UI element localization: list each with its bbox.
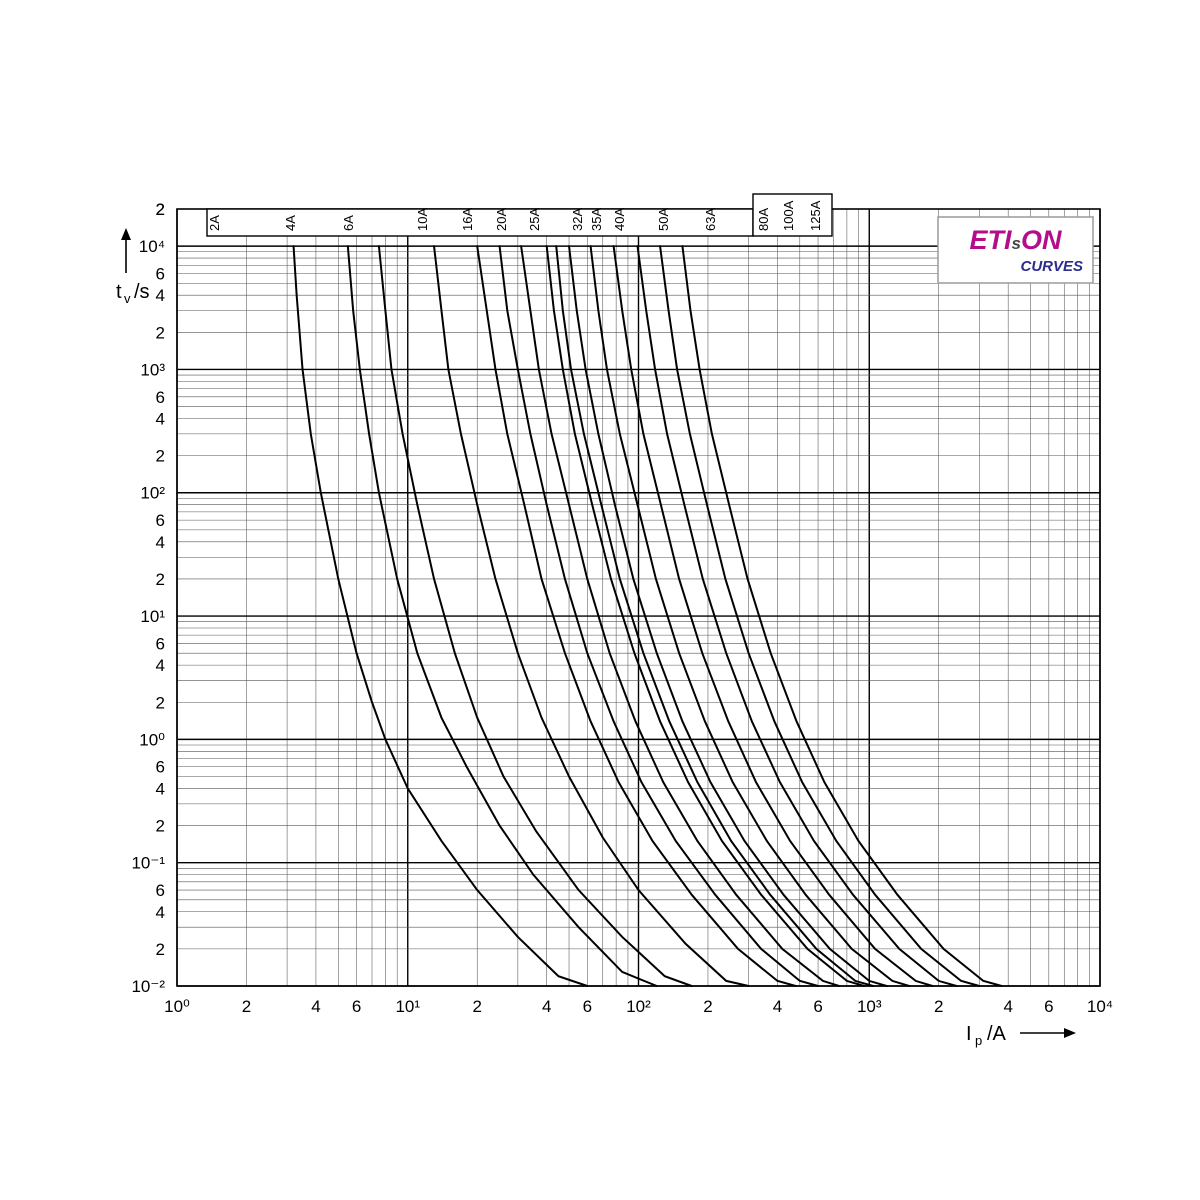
y-minor-label: 4 <box>156 779 165 798</box>
y-axis-label-unit: /s <box>134 281 150 303</box>
x-axis-label-unit: /A <box>987 1023 1007 1045</box>
curve-label-32A: 32A <box>570 208 585 231</box>
curve-label-100A: 100A <box>781 200 796 231</box>
y-minor-label: 4 <box>156 533 165 552</box>
x-minor-label: 6 <box>813 997 822 1016</box>
x-minor-label: 2 <box>242 997 251 1016</box>
x-tick-label: 10¹ <box>395 997 420 1016</box>
y-tick-label: 10⁻² <box>131 977 165 996</box>
curve-label-35A: 35A <box>589 208 604 231</box>
y-minor-label: 4 <box>156 656 165 675</box>
y-tick-label: 10⁻¹ <box>131 854 165 873</box>
x-axis-label-sub: p <box>975 1033 982 1048</box>
curve-label-20A: 20A <box>494 208 509 231</box>
y-minor-label: 2 <box>156 570 165 589</box>
y-minor-label: 2 <box>156 817 165 836</box>
y-minor-label: 6 <box>156 881 165 900</box>
y-tick-label: 10² <box>140 484 165 503</box>
time-current-chart: 10⁻² 10⁻¹ 10⁰ 10¹ 10² 10³ 10⁴ 2 4 6 2 4 6 2 4 6 2 4 6 2 4 6 2 4… <box>0 0 1200 1200</box>
x-tick-label: 10⁴ <box>1087 997 1113 1016</box>
y-tick-label: 10¹ <box>140 607 165 626</box>
canvas-bg <box>0 0 1200 1200</box>
curve-label-4A: 4A <box>283 215 298 231</box>
x-minor-label: 2 <box>934 997 943 1016</box>
y-minor-label: 6 <box>156 758 165 777</box>
curve-label-63A: 63A <box>703 208 718 231</box>
curve-label-80A: 80A <box>756 208 771 231</box>
x-minor-label: 6 <box>583 997 592 1016</box>
x-tick-label: 10² <box>626 997 651 1016</box>
x-minor-label: 2 <box>703 997 712 1016</box>
y-minor-label: 4 <box>156 410 165 429</box>
curve-label-125A: 125A <box>808 200 823 231</box>
y-minor-label: 6 <box>156 511 165 530</box>
x-tick-label: 10³ <box>857 997 882 1016</box>
x-minor-label: 2 <box>472 997 481 1016</box>
x-minor-label: 6 <box>352 997 361 1016</box>
y-tick-label: 10⁰ <box>139 730 165 749</box>
curve-label-25A: 25A <box>527 208 542 231</box>
x-minor-label: 4 <box>773 997 782 1016</box>
curve-label-2A: 2A <box>207 215 222 231</box>
curve-label-10A: 10A <box>415 208 430 231</box>
y-minor-label: 2 <box>156 693 165 712</box>
curve-label-16A: 16A <box>460 208 475 231</box>
curve-label-40A: 40A <box>612 208 627 231</box>
x-tick-label: 10⁰ <box>164 997 190 1016</box>
y-minor-label: 6 <box>156 264 165 283</box>
y-minor-label: 4 <box>156 286 165 305</box>
y-axis-label-sub: v <box>124 291 131 306</box>
x-minor-label: 6 <box>1044 997 1053 1016</box>
y-minor-label: 6 <box>156 388 165 407</box>
y-minor-label: 2 <box>156 200 165 219</box>
y-minor-label: 2 <box>156 940 165 959</box>
y-axis-label: t <box>116 281 122 303</box>
logo-line2: CURVES <box>1020 258 1083 275</box>
x-minor-label: 4 <box>542 997 551 1016</box>
y-minor-label: 6 <box>156 634 165 653</box>
y-minor-label: 2 <box>156 323 165 342</box>
y-minor-label: 4 <box>156 903 165 922</box>
x-axis-label: I <box>966 1023 972 1045</box>
x-minor-label: 4 <box>311 997 320 1016</box>
y-tick-label: 10⁴ <box>139 237 165 256</box>
curve-label-6A: 6A <box>341 215 356 231</box>
x-minor-label: 4 <box>1003 997 1012 1016</box>
y-minor-label: 2 <box>156 447 165 466</box>
curve-label-50A: 50A <box>656 208 671 231</box>
y-tick-label: 10³ <box>140 360 165 379</box>
